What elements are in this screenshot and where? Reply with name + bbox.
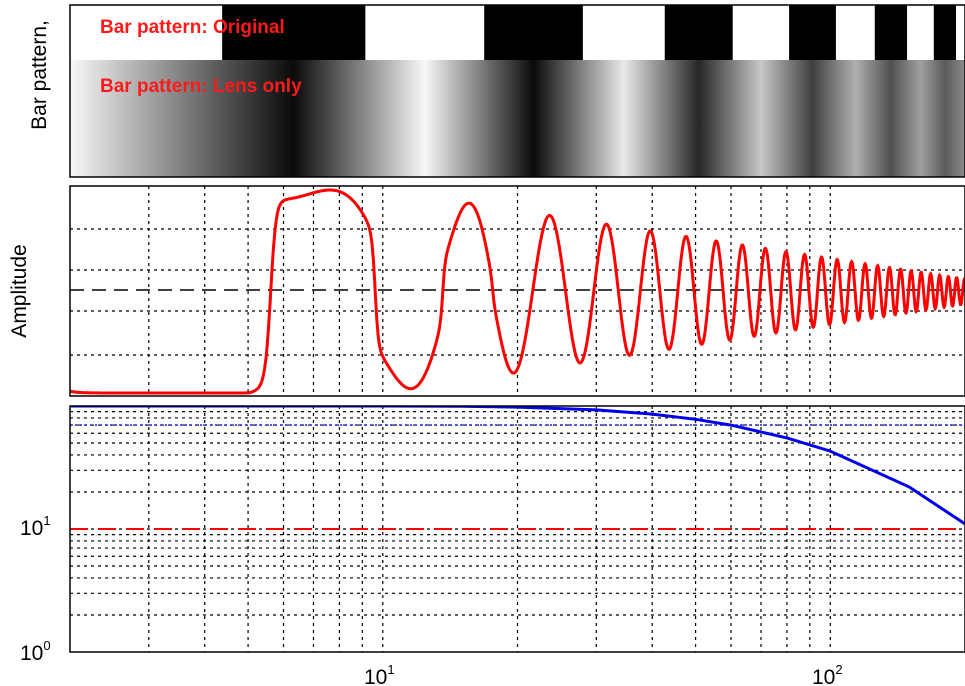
bar-pattern-lens [70, 60, 965, 177]
amp-ylabel: Amplitude [8, 244, 31, 337]
bar-original-stripe [664, 5, 733, 60]
bar-ylabel: Bar pattern, [28, 20, 51, 130]
bar-panel-frame [69, 4, 965, 178]
bar-original-stripe [222, 5, 366, 60]
amp-grid [70, 186, 965, 396]
bar-original-stripe [933, 5, 957, 60]
mtf-panel: 101 100 101 102 [20, 405, 965, 686]
annotation-lens: Bar pattern: Lens only [100, 76, 302, 97]
amp-panel-frame [69, 185, 965, 397]
mtf-panel-frame [69, 405, 965, 653]
y-tick-10-0: 100 [20, 638, 51, 665]
bar-pattern-panel: Bar pattern: Original Bar pattern: Lens … [28, 4, 965, 178]
bar-pattern-original [222, 5, 957, 60]
y-tick-10-1: 101 [20, 513, 51, 540]
bar-original-stripe [789, 5, 836, 60]
x-tick-10-1: 101 [364, 662, 395, 686]
bar-original-stripe [484, 5, 583, 60]
amplitude-panel: Amplitude [8, 185, 965, 397]
x-tick-10-2: 102 [812, 662, 843, 686]
bar-original-stripe [874, 5, 908, 60]
amp-red-curve [70, 188, 965, 395]
mtf-grid [70, 406, 965, 652]
mtf-blue-curve [70, 406, 965, 526]
annotation-original: Bar pattern: Original [100, 17, 285, 38]
